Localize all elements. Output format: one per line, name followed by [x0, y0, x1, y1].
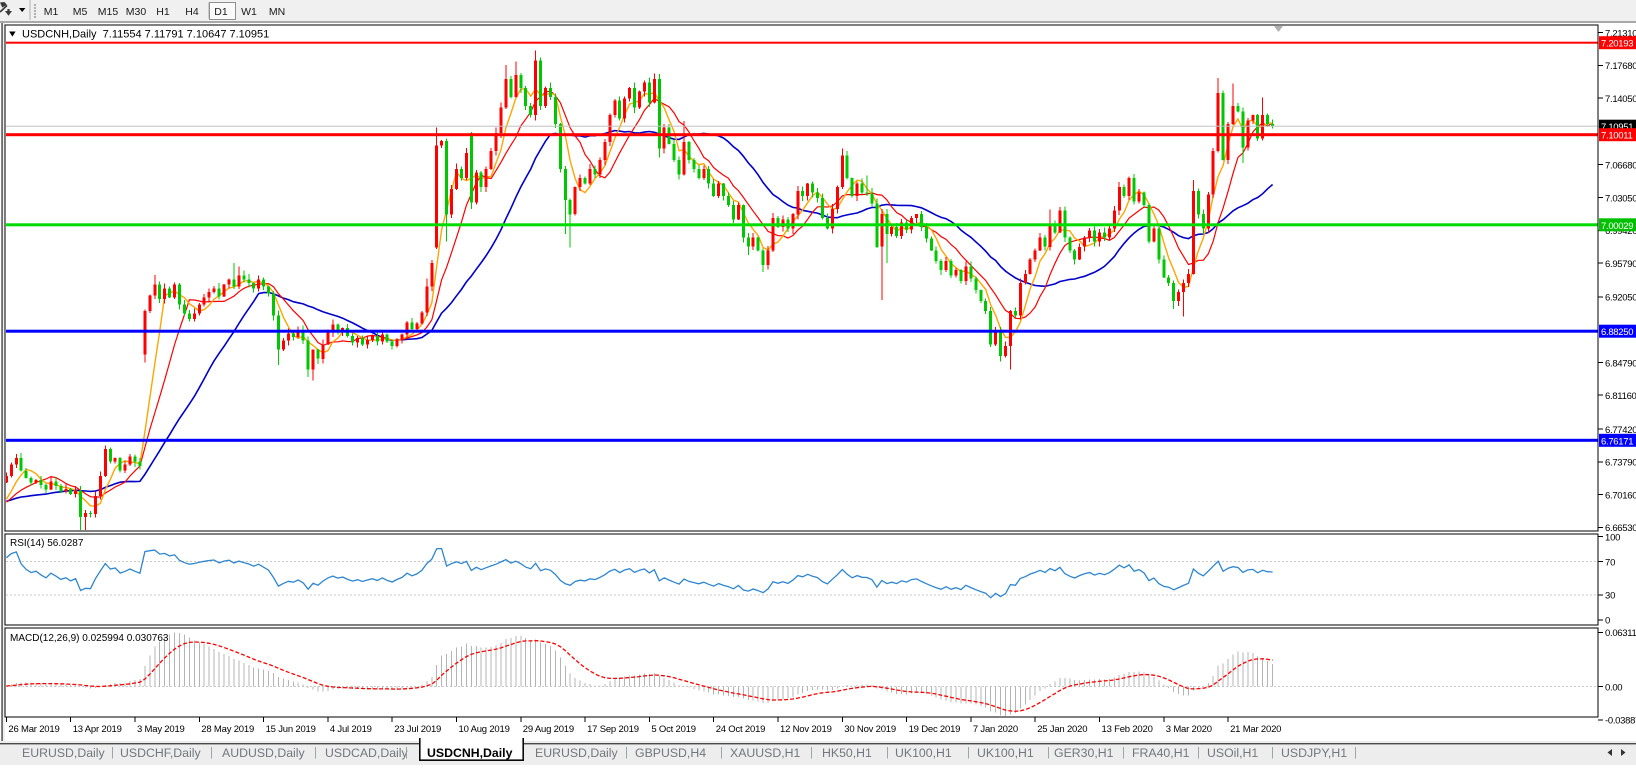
svg-text:|: |	[1271, 747, 1274, 759]
svg-text:|: |	[886, 747, 889, 759]
svg-text:4 Jul 2019: 4 Jul 2019	[330, 724, 372, 735]
svg-text:7.17680: 7.17680	[1605, 61, 1636, 72]
svg-text:6.88250: 6.88250	[1601, 327, 1633, 338]
svg-text:H4: H4	[185, 6, 199, 18]
svg-text:5 Oct 2019: 5 Oct 2019	[651, 724, 695, 735]
svg-text:7 Jan 2020: 7 Jan 2020	[973, 724, 1018, 735]
svg-text:USOil,H1: USOil,H1	[1207, 746, 1258, 760]
svg-text:|: |	[1047, 747, 1050, 759]
svg-text:0.00: 0.00	[1605, 682, 1622, 693]
svg-text:M30: M30	[126, 6, 147, 18]
svg-text:H1: H1	[156, 6, 170, 18]
svg-text:|: |	[405, 747, 408, 759]
svg-text:|: |	[210, 747, 213, 759]
svg-text:13 Apr 2019: 13 Apr 2019	[73, 724, 122, 735]
svg-text:M5: M5	[73, 6, 88, 18]
svg-text:6.99420: 6.99420	[1605, 226, 1636, 237]
svg-text:7.00029: 7.00029	[1601, 221, 1633, 232]
svg-text:W1: W1	[241, 6, 257, 18]
svg-text:EURUSD,Daily: EURUSD,Daily	[22, 746, 106, 760]
svg-text:7.06680: 7.06680	[1605, 161, 1636, 172]
svg-text:0: 0	[1605, 616, 1610, 627]
svg-text:13 Feb 2020: 13 Feb 2020	[1102, 724, 1153, 735]
svg-text:MN: MN	[269, 6, 285, 18]
svg-text:EURUSD,Daily: EURUSD,Daily	[535, 746, 619, 760]
svg-text:6.77420: 6.77420	[1605, 425, 1636, 436]
svg-text:USDCHF,Daily: USDCHF,Daily	[120, 746, 201, 760]
svg-text:23 Jul 2019: 23 Jul 2019	[394, 724, 441, 735]
svg-text:XAUUSD,H1: XAUUSD,H1	[730, 746, 801, 760]
svg-text:25 Jan 2020: 25 Jan 2020	[1037, 724, 1087, 735]
svg-text:UK100,H1: UK100,H1	[977, 746, 1034, 760]
svg-text:0.06311: 0.06311	[1605, 628, 1636, 639]
svg-text:30 Nov 2019: 30 Nov 2019	[844, 724, 896, 735]
svg-text:12 Nov 2019: 12 Nov 2019	[780, 724, 832, 735]
svg-text:26 Mar 2019: 26 Mar 2019	[8, 724, 59, 735]
svg-text:AUDUSD,Daily: AUDUSD,Daily	[222, 746, 306, 760]
svg-text:6.92050: 6.92050	[1605, 293, 1636, 304]
svg-text:|: |	[967, 747, 970, 759]
svg-text:21 Mar 2020: 21 Mar 2020	[1230, 724, 1281, 735]
svg-text:100: 100	[1605, 532, 1620, 543]
svg-text:17 Sep 2019: 17 Sep 2019	[587, 724, 639, 735]
svg-text:6.76171: 6.76171	[1601, 436, 1633, 447]
svg-text:MACD(12,26,9) 0.025994 0.03076: MACD(12,26,9) 0.025994 0.030763	[10, 633, 169, 644]
svg-text:USDCNH,Daily: USDCNH,Daily	[427, 746, 513, 760]
svg-text:M15: M15	[98, 6, 119, 18]
svg-text:29 Aug 2019: 29 Aug 2019	[523, 724, 574, 735]
svg-text:3 May 2019: 3 May 2019	[137, 724, 185, 735]
svg-text:|: |	[1354, 747, 1357, 759]
svg-text:D1: D1	[214, 6, 228, 18]
svg-text:7.21310: 7.21310	[1605, 28, 1636, 39]
svg-text:24 Oct 2019: 24 Oct 2019	[716, 724, 766, 735]
svg-text:15 Jun 2019: 15 Jun 2019	[266, 724, 316, 735]
svg-text:USDCNH,Daily 7.11554 7.11791: USDCNH,Daily 7.11554 7.11791 7.10647 7.1…	[22, 29, 269, 41]
svg-text:3 Mar 2020: 3 Mar 2020	[1166, 724, 1212, 735]
svg-text:|: |	[625, 747, 628, 759]
svg-text:GER30,H1: GER30,H1	[1054, 746, 1114, 760]
svg-text:HK50,H1: HK50,H1	[822, 746, 872, 760]
svg-text:6.70160: 6.70160	[1605, 490, 1636, 501]
svg-text:|: |	[720, 747, 723, 759]
svg-text:30: 30	[1605, 591, 1615, 602]
svg-text:7.20193: 7.20193	[1601, 39, 1633, 50]
svg-text:GBPUSD,H4: GBPUSD,H4	[635, 746, 706, 760]
svg-text:USDCAD,Daily: USDCAD,Daily	[325, 746, 409, 760]
svg-text:|: |	[314, 747, 317, 759]
svg-text:|: |	[810, 747, 813, 759]
svg-text:7.10011: 7.10011	[1601, 131, 1633, 142]
svg-text:6.73790: 6.73790	[1605, 458, 1636, 469]
svg-text:7.10951: 7.10951	[1601, 122, 1633, 133]
svg-text:6.84790: 6.84790	[1605, 358, 1636, 369]
svg-text:|: |	[1122, 747, 1125, 759]
svg-text:UK100,H1: UK100,H1	[895, 746, 952, 760]
svg-text:6.95790: 6.95790	[1605, 259, 1636, 270]
svg-text:70: 70	[1605, 557, 1615, 568]
svg-text:6.66530: 6.66530	[1605, 523, 1636, 534]
svg-text:19 Dec 2019: 19 Dec 2019	[909, 724, 961, 735]
svg-text:USDJPY,H1: USDJPY,H1	[1281, 746, 1347, 760]
svg-text:7.03050: 7.03050	[1605, 193, 1636, 204]
svg-text:|: |	[111, 747, 114, 759]
svg-text:|: |	[1197, 747, 1200, 759]
svg-text:-0.03887: -0.03887	[1605, 716, 1636, 727]
svg-text:10 Aug 2019: 10 Aug 2019	[459, 724, 510, 735]
svg-text:RSI(14) 56.0287: RSI(14) 56.0287	[10, 538, 84, 549]
svg-text:6.81160: 6.81160	[1605, 391, 1636, 402]
svg-text:28 May 2019: 28 May 2019	[201, 724, 254, 735]
svg-text:7.14050: 7.14050	[1605, 94, 1636, 105]
svg-text:M1: M1	[44, 6, 59, 18]
svg-text:FRA40,H1: FRA40,H1	[1132, 746, 1190, 760]
